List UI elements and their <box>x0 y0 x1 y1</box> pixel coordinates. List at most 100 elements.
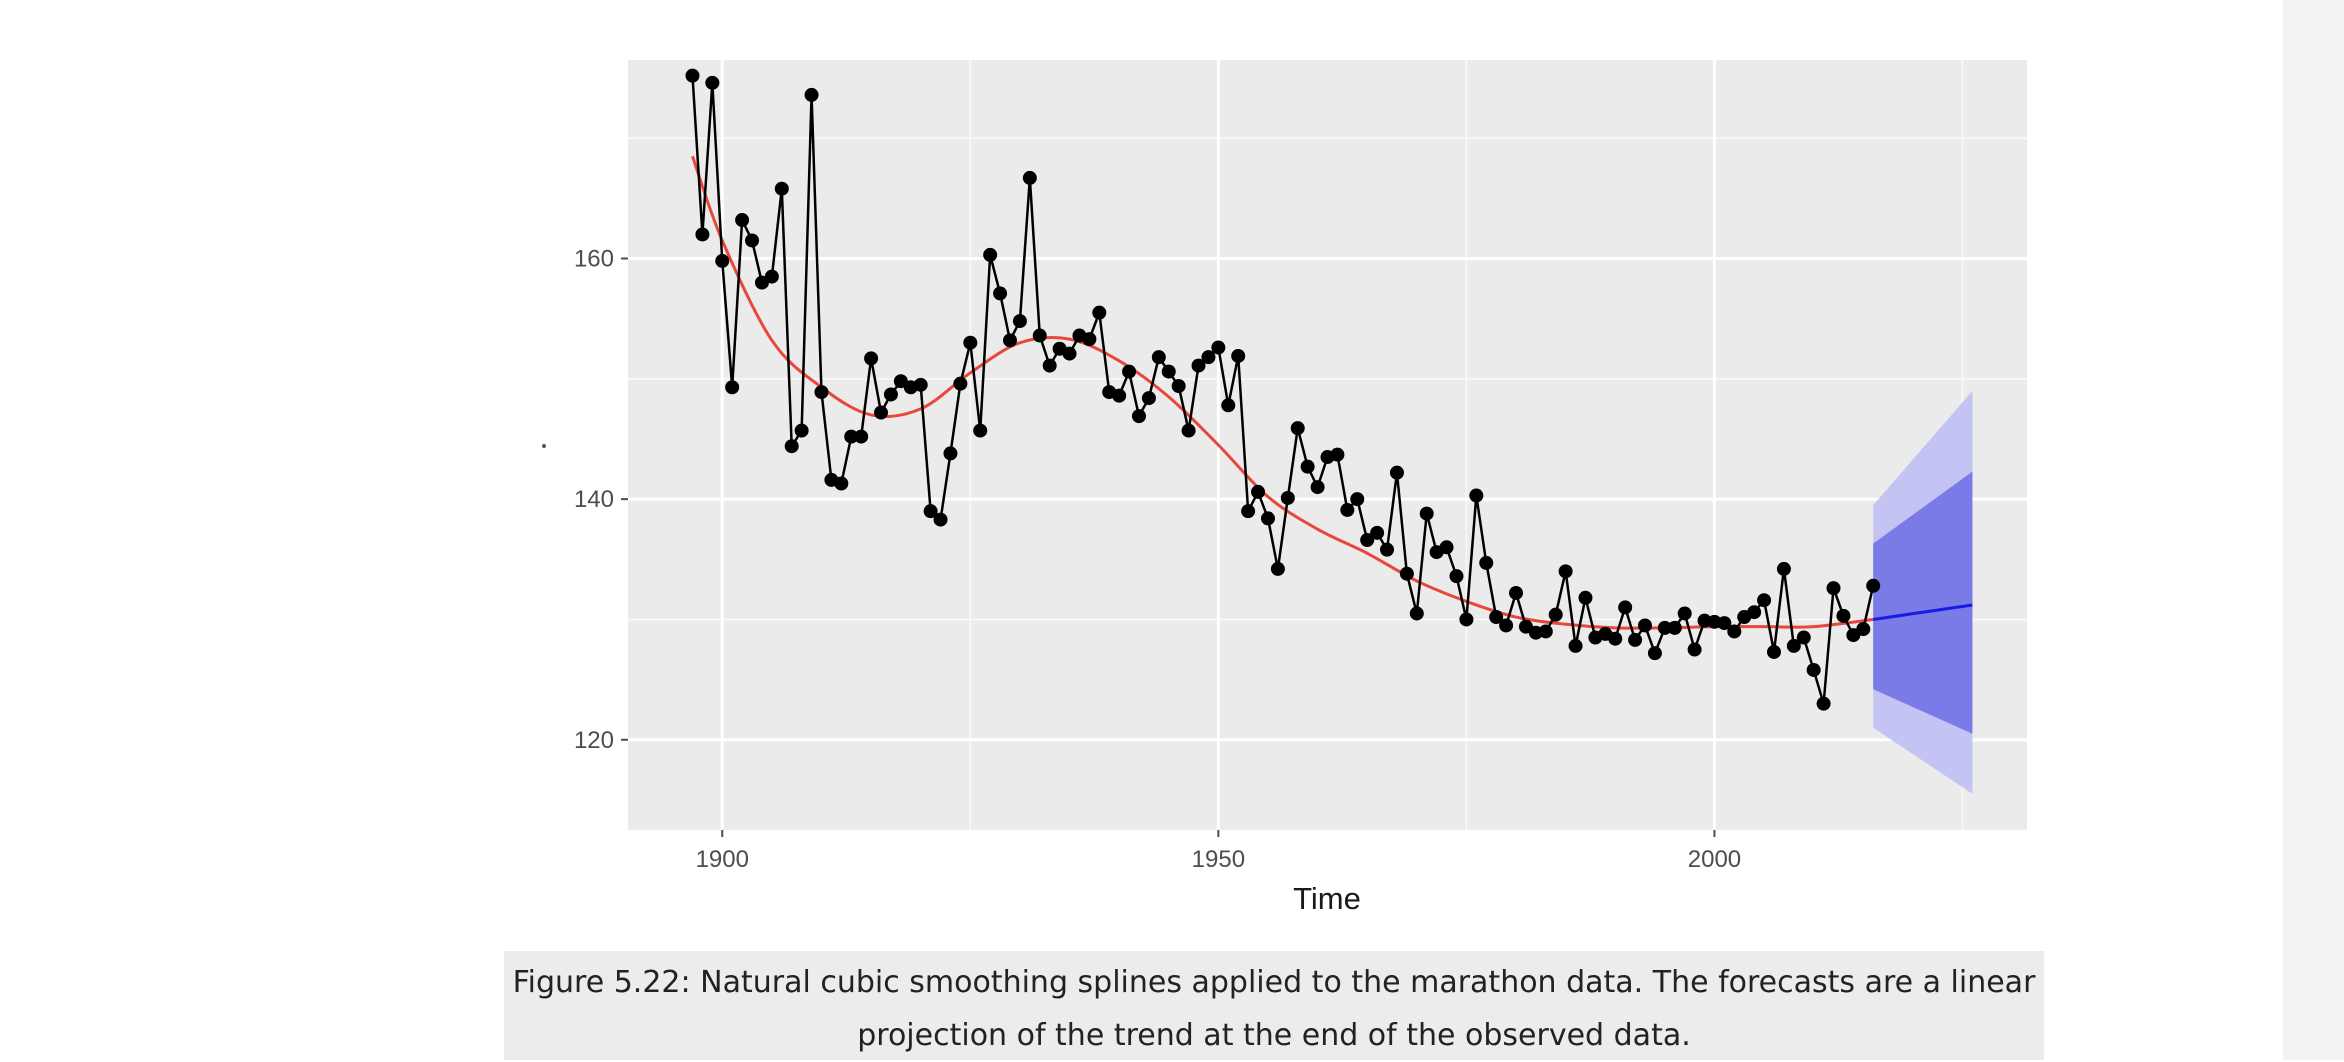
observed-point <box>844 429 859 444</box>
observed-point <box>1251 484 1266 499</box>
observed-point <box>1092 305 1107 320</box>
observed-point <box>1231 348 1246 363</box>
observed-point <box>864 351 879 366</box>
forecast-mean-line <box>1872 603 1973 621</box>
prediction-intervals <box>1873 390 1973 794</box>
figure-caption: Figure 5.22: Natural cubic smoothing spl… <box>504 951 2044 1060</box>
plot-background <box>628 60 2027 830</box>
observed-point <box>715 253 730 268</box>
observed-point <box>1310 480 1325 495</box>
observed-point <box>854 429 869 444</box>
observed-point <box>784 439 799 454</box>
observed-point <box>1300 459 1315 474</box>
observed-point <box>1747 605 1762 620</box>
x-tick-label: 1900 <box>696 846 749 873</box>
observed-point <box>774 181 789 196</box>
observed-point <box>1211 340 1226 355</box>
observed-point <box>1439 540 1454 555</box>
observed-point <box>1350 492 1365 507</box>
observed-point <box>1141 391 1156 406</box>
observed-point <box>685 68 700 83</box>
observed-point <box>1647 646 1662 661</box>
observed-point <box>834 476 849 491</box>
observed-point <box>1290 421 1305 436</box>
x-axis-title: Time <box>1293 881 1361 916</box>
observed-point <box>1161 364 1176 379</box>
observed-point <box>933 512 948 527</box>
observed-point <box>1409 606 1424 621</box>
observed-point <box>1796 630 1811 645</box>
observed-point <box>1766 644 1781 659</box>
observed-point <box>1667 620 1682 635</box>
axes: 120 140 160 1900 1950 2000 <box>574 246 1741 873</box>
y-tick-label: 140 <box>574 486 614 513</box>
observed-point <box>1558 564 1573 579</box>
observed-point <box>1370 525 1385 540</box>
observed-point <box>1082 332 1097 347</box>
forecast-line <box>1872 603 1973 621</box>
observed-point <box>1836 608 1851 623</box>
observed-point <box>1330 447 1345 462</box>
observed-point <box>1618 600 1633 615</box>
stray-dot <box>542 444 546 448</box>
observed-point <box>1776 561 1791 576</box>
observed-point <box>1459 612 1474 627</box>
observed-point <box>1131 409 1146 424</box>
observed-point <box>1727 624 1742 639</box>
observed-point <box>695 227 710 242</box>
observed-point <box>705 75 720 90</box>
observed-point <box>1578 590 1593 605</box>
x-tick-label: 2000 <box>1688 846 1741 873</box>
y-tick-label: 160 <box>574 246 614 273</box>
observed-point <box>1657 620 1672 635</box>
observed-point <box>1181 423 1196 438</box>
observed-point <box>725 380 740 395</box>
observed-point <box>735 213 750 228</box>
observed-point <box>963 335 978 350</box>
major-gridlines <box>628 60 2027 830</box>
observed-point <box>913 377 928 392</box>
observed-point <box>745 233 760 248</box>
observed-point <box>1221 398 1236 413</box>
observed-point <box>814 385 829 400</box>
observed-point <box>1866 578 1881 593</box>
observed-point <box>1826 581 1841 596</box>
observed-point <box>1399 566 1414 581</box>
page-scrollbar-strip <box>2283 0 2344 1060</box>
caption-line-2: projection of the trend at the end of th… <box>857 1018 1691 1053</box>
observed-point <box>1032 328 1047 343</box>
prediction-interval-80 <box>1873 471 1973 734</box>
observed-point <box>1568 638 1583 653</box>
observed-point <box>1489 610 1504 625</box>
observed-point <box>1191 358 1206 373</box>
observed-point <box>1687 642 1702 657</box>
observed-point <box>953 376 968 391</box>
observed-point <box>874 405 889 420</box>
observed-point <box>1449 569 1464 584</box>
observed-point <box>1806 662 1821 677</box>
observed-point <box>1856 622 1871 637</box>
observed-point <box>993 286 1008 301</box>
observed-point <box>1112 388 1127 403</box>
x-tick-label: 1950 <box>1192 846 1245 873</box>
observed-point <box>983 247 998 262</box>
observed-point <box>1479 555 1494 570</box>
caption-line-1: Figure 5.22: Natural cubic smoothing spl… <box>512 965 2036 1000</box>
observed-point <box>764 269 779 284</box>
observed-point <box>1816 696 1831 711</box>
observed-point <box>1380 542 1395 557</box>
observed-point <box>1757 593 1772 608</box>
observed-point <box>1509 585 1524 600</box>
observed-point <box>1241 504 1256 519</box>
y-tick-label: 120 <box>574 727 614 754</box>
observed-point <box>1499 618 1514 633</box>
observed-point <box>1360 533 1375 548</box>
observed-point <box>973 423 988 438</box>
observed-point <box>883 387 898 402</box>
observed-point <box>1538 624 1553 639</box>
observed-point <box>1340 502 1355 517</box>
observed-point <box>1786 638 1801 653</box>
observed-point <box>1201 350 1216 365</box>
observed-point <box>1122 364 1137 379</box>
observed-point <box>1022 170 1037 185</box>
